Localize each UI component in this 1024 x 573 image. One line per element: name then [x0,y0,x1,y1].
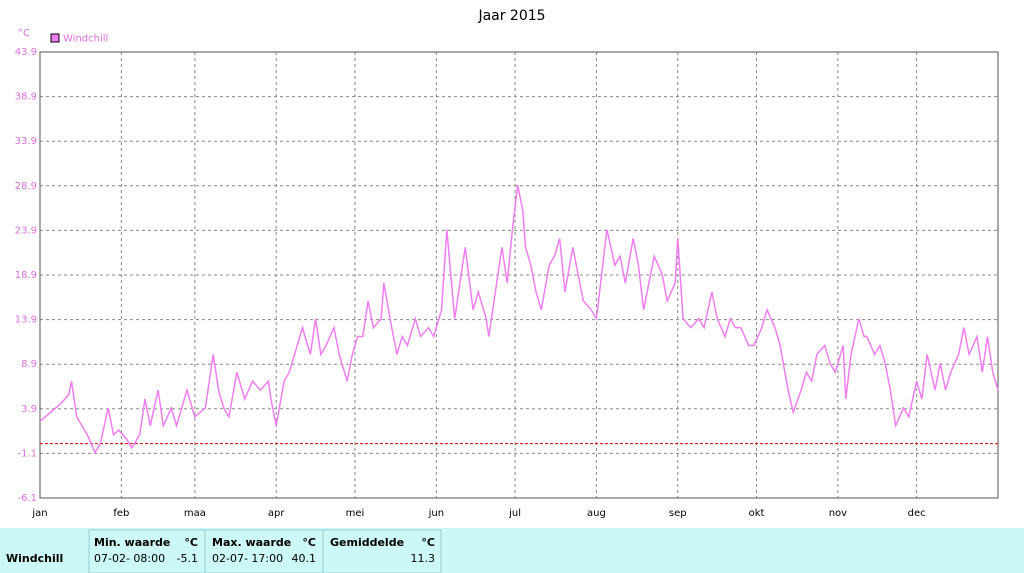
x-tick-label: dec [908,508,926,519]
col-header: Gemiddelde [330,536,404,549]
x-tick-label: nov [829,508,847,519]
x-tick-label: jul [508,508,521,519]
x-tick-label: okt [749,508,765,519]
x-tick-label: aug [587,508,606,519]
col-value: -5.1 [177,552,198,565]
legend-label: Windchill [63,34,108,45]
y-tick-label: -6.1 [17,493,37,504]
y-tick-label: 23.9 [15,225,37,236]
x-tick-label: jun [428,508,444,519]
chart-title: Jaar 2015 [477,8,545,24]
y-tick-label: 33.9 [15,136,37,147]
col-header: Max. waarde [212,536,291,549]
y-tick-label: 8.9 [21,359,37,370]
row-label: Windchill [6,552,63,565]
plot-frame [39,51,999,499]
y-tick-label: 43.9 [15,47,37,58]
col-time: 02-07- 17:00 [212,552,283,565]
x-tick-label: feb [113,508,129,519]
stats-table: Windchill Min. waarde °C 07-02- 08:00 -5… [0,528,1024,573]
col-unit: °C [184,536,198,549]
col-value: 11.3 [411,552,436,565]
y-tick-label: 13.9 [15,315,37,326]
x-tick-label: mei [346,508,365,519]
col-header: Min. waarde [94,536,170,549]
y-tick-label: -1.1 [17,448,37,459]
col-value: 40.1 [292,552,317,565]
x-tick-label: jan [31,508,47,519]
col-time: 07-02- 08:00 [94,552,165,565]
y-tick-label: 28.9 [15,181,37,192]
legend-swatch [50,33,60,43]
y-tick-label: 18.9 [15,270,37,281]
x-tick-label: sep [669,508,687,519]
col-unit: °C [302,536,316,549]
table-cells [88,529,442,573]
x-tick-label: maa [184,508,206,519]
col-unit: °C [421,536,435,549]
y-tick-label: 38.9 [15,92,37,103]
data-line [39,184,999,455]
x-tick-label: apr [268,508,285,519]
unit-label: °C [18,28,30,39]
y-tick-label: 3.9 [21,404,37,415]
